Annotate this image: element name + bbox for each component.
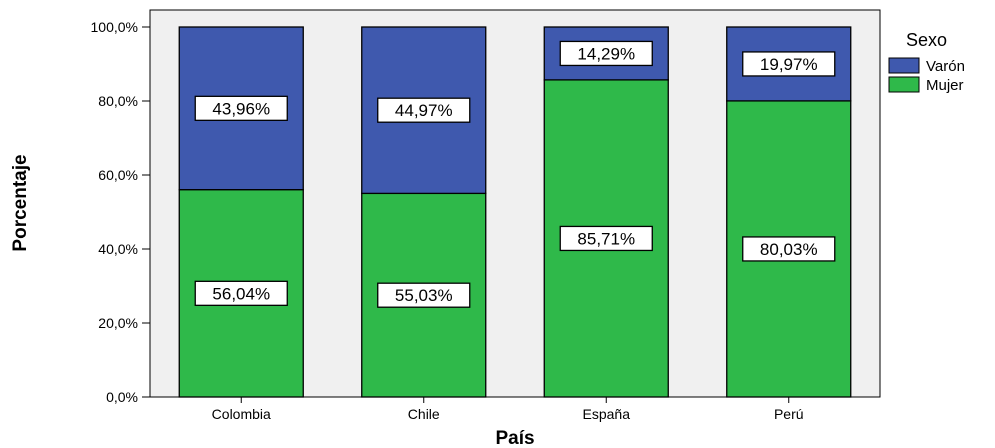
data-label: 55,03% xyxy=(395,286,453,305)
y-tick-label: 80,0% xyxy=(98,93,138,109)
legend-entry: Varón xyxy=(926,58,965,75)
data-label-box xyxy=(377,97,471,123)
data-label: 80,03% xyxy=(760,240,818,259)
data-label: 85,71% xyxy=(577,229,635,248)
y-tick-label: 60,0% xyxy=(98,167,138,183)
data-label-box xyxy=(377,282,471,308)
data-label: 19,97% xyxy=(760,55,818,74)
data-label-box xyxy=(559,40,653,67)
x-tick-label: Perú xyxy=(774,406,804,422)
data-label-box xyxy=(742,236,836,262)
data-label: 43,96% xyxy=(212,99,270,118)
x-axis: Colombia Chile España Perú xyxy=(212,397,804,422)
data-label: 14,29% xyxy=(577,44,635,63)
y-tick-label: 100,0% xyxy=(91,19,138,35)
legend: Sexo Varón Mujer xyxy=(888,30,965,94)
data-label: 44,97% xyxy=(395,101,453,120)
data-label-box xyxy=(194,280,288,306)
data-label-box xyxy=(559,225,653,252)
x-axis-title: País xyxy=(495,428,534,448)
x-tick-label: Chile xyxy=(408,406,440,422)
legend-swatch-varón xyxy=(888,57,920,74)
legend-entry: Mujer xyxy=(926,77,964,94)
data-label-box xyxy=(194,95,288,121)
x-tick-label: España xyxy=(583,406,631,422)
legend-title: Sexo xyxy=(906,30,947,50)
bars: 56,04% 43,96% 55,03% 44,97% 85,71% 14,29% 80,0… xyxy=(178,26,852,398)
y-axis: 0,0% 20,0% 40,0% 60,0% 80,0% 100,0% xyxy=(91,19,150,405)
y-tick-label: 0,0% xyxy=(106,389,138,405)
y-tick-label: 20,0% xyxy=(98,315,138,331)
y-tick-label: 40,0% xyxy=(98,241,138,257)
y-axis-title: Porcentaje xyxy=(10,154,31,251)
legend-swatch-mujer xyxy=(888,76,920,93)
data-label-box xyxy=(742,51,836,77)
x-tick-label: Colombia xyxy=(212,406,271,422)
data-label: 56,04% xyxy=(212,284,270,303)
